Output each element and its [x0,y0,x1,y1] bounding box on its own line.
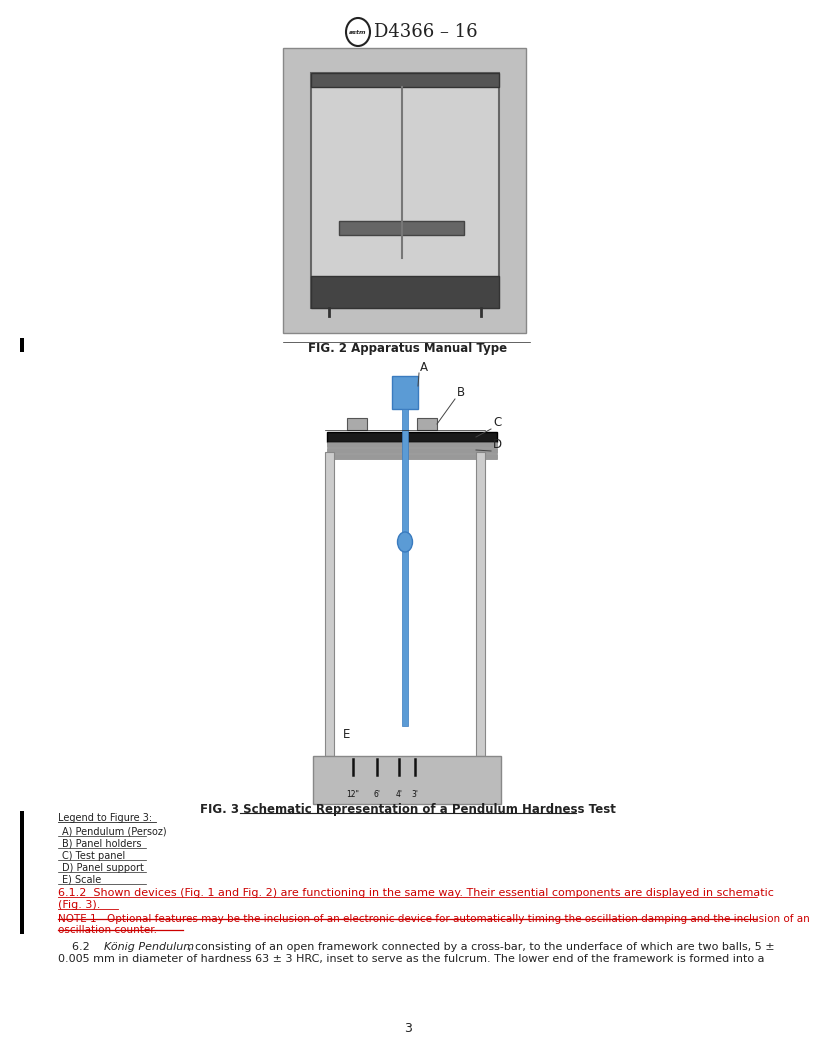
Text: (Fig. 3).: (Fig. 3). [58,900,100,910]
Text: D) Panel support: D) Panel support [62,863,144,873]
Bar [392,376,418,409]
Text: , consisting of an open framework connected by a cross-bar, to the underface of : , consisting of an open framework connec… [188,942,774,953]
Bar [325,452,334,756]
Bar [311,73,499,308]
Text: D4366 – 16: D4366 – 16 [375,23,478,41]
Bar [476,452,485,756]
Bar [402,409,408,725]
Text: NOTE 1—Optional features may be the inclusion of an electronic device for automa: NOTE 1—Optional features may be the incl… [58,914,809,924]
Text: Legend to Figure 3:: Legend to Figure 3: [58,813,152,823]
Text: B) Panel holders: B) Panel holders [62,840,141,849]
Text: 6': 6' [374,790,380,799]
Text: D: D [493,438,502,451]
Text: C) Test panel: C) Test panel [62,851,125,861]
Text: 6.1.2  Shown devices (Fig. 1 and Fig. 2) are functioning in the same way. Their : 6.1.2 Shown devices (Fig. 1 and Fig. 2) … [58,888,774,898]
Text: A: A [420,361,428,374]
Text: astm: astm [349,30,366,35]
Bar [327,454,497,459]
Text: FIG. 2 Apparatus Manual Type: FIG. 2 Apparatus Manual Type [308,342,508,355]
Text: 3': 3' [411,790,419,799]
Text: E) Scale: E) Scale [62,875,101,885]
Bar [20,811,24,883]
Bar [327,442,497,447]
Text: 6.2: 6.2 [58,942,97,953]
Text: B: B [457,386,465,399]
Bar [283,48,526,333]
Text: 0.005 mm in diameter of hardness 63 ± 3 HRC, inset to serve as the fulcrum. The : 0.005 mm in diameter of hardness 63 ± 3 … [58,954,765,964]
Bar [313,756,501,804]
Bar [20,882,24,934]
Bar [347,418,367,430]
Text: C: C [493,416,501,429]
Text: oscillation counter.: oscillation counter. [58,925,157,935]
Text: FIG. 3 Schematic Representation of a Pendulum Hardness Test: FIG. 3 Schematic Representation of a Pen… [200,803,616,816]
Text: König Pendulum: König Pendulum [104,942,194,953]
Bar [327,432,497,442]
Ellipse shape [397,532,413,552]
Text: 4': 4' [396,790,402,799]
Bar [339,221,464,235]
Bar [311,73,499,87]
Bar [327,448,497,453]
Text: A) Pendulum (Persoz): A) Pendulum (Persoz) [62,827,166,837]
Bar [20,338,24,352]
Bar [311,276,499,308]
Text: E: E [343,728,350,741]
Text: 3: 3 [404,1021,412,1035]
Bar [417,418,437,430]
Text: 12": 12" [347,790,360,799]
